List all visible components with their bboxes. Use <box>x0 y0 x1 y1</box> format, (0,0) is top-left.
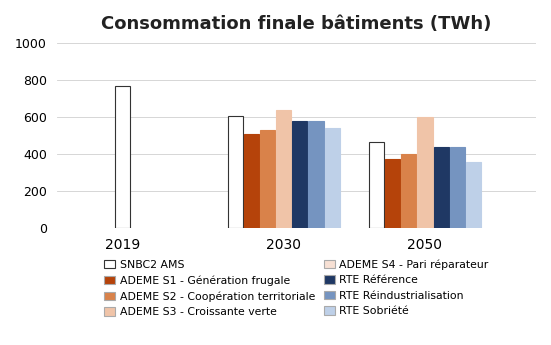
Bar <box>418 117 433 228</box>
Bar <box>292 121 307 228</box>
Bar <box>434 147 449 228</box>
Title: Consommation finale bâtiments (TWh): Consommation finale bâtiments (TWh) <box>101 15 491 33</box>
Bar <box>466 162 481 228</box>
Bar <box>369 142 384 228</box>
Bar <box>228 116 243 228</box>
Bar <box>276 110 291 228</box>
Legend: SNBC2 AMS, ADEME S1 - Génération frugale, ADEME S2 - Coopération territoriale, A: SNBC2 AMS, ADEME S1 - Génération frugale… <box>101 256 491 321</box>
Bar <box>260 130 275 228</box>
Bar <box>385 159 400 228</box>
Bar <box>244 134 259 228</box>
Bar <box>401 154 417 228</box>
Bar <box>450 147 465 228</box>
Bar <box>309 121 323 228</box>
Bar <box>115 86 130 228</box>
Bar <box>325 128 340 228</box>
